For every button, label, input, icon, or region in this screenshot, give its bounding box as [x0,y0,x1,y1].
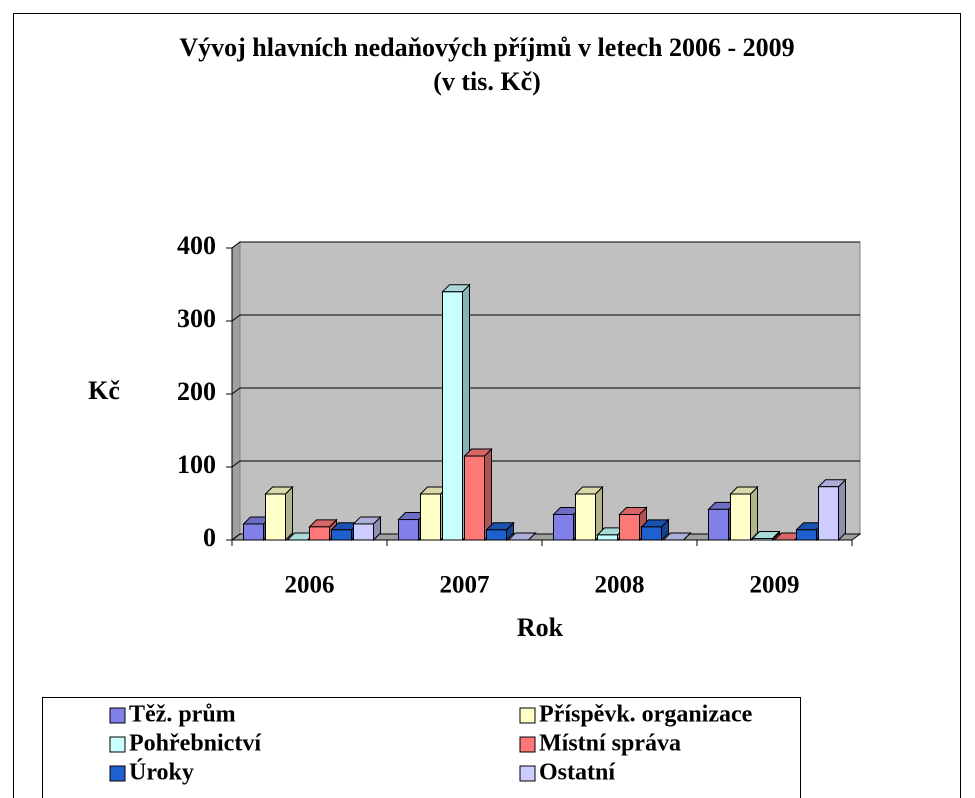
legend-label: Úroky [129,760,194,786]
legend-swatch [519,736,536,753]
x-axis-label: Rok [517,613,564,642]
bar-front [575,493,596,541]
x-tick-label: 2009 [750,572,800,599]
legend-label: Příspěvk. organizace [539,702,753,728]
bar-front [420,493,441,541]
bar-front [486,529,507,541]
bar-front [553,513,574,541]
grid-line [231,387,860,395]
legend-label: Těž. prům [129,702,236,728]
chart-subtitle: (v tis. Kč) [433,67,541,96]
legend-label: Pohřebnictví [129,731,261,757]
bar [640,518,670,542]
y-tick-label: 100 [177,450,216,479]
y-tick-label: 200 [177,377,216,406]
legend-swatch [109,736,126,753]
bar-front [243,523,264,541]
legend-swatch [109,707,126,724]
bar [574,485,604,542]
bar [463,447,493,542]
bar-front [818,486,839,541]
bar-side [838,478,846,542]
bar-front [796,529,817,541]
bar-front [398,519,419,541]
bar-front [597,534,618,541]
x-tick-label: 2006 [285,572,335,599]
bar-front [708,508,729,541]
bar [308,518,338,542]
bar-front [331,529,352,541]
bar-front [619,513,640,541]
bar-front [265,493,286,541]
legend-swatch [519,765,536,782]
y-axis-label: Kč [88,376,120,405]
bar-front [730,493,751,541]
bar-side [285,485,293,542]
legend-label: Místní správa [539,731,681,757]
grid-line [231,314,860,322]
bar [264,485,294,542]
bar [729,485,759,542]
grid-line [231,241,860,249]
bar-front [464,455,485,541]
bar-front [353,523,374,541]
y-tick-label: 300 [177,304,216,333]
bar [817,478,847,542]
bar-front [442,291,463,541]
bar [352,515,382,542]
legend-swatch [519,707,536,724]
bar-front [309,526,330,541]
x-tick-label: 2008 [595,572,645,599]
x-tick-label: 2007 [440,572,490,599]
chart-border [13,13,961,798]
grid-line [231,460,860,468]
bar [485,521,515,542]
legend-label: Ostatní [539,760,615,786]
legend-swatch [109,765,126,782]
bar-side [750,485,758,542]
chart-title: Vývoj hlavních nedaňových příjmů v letec… [179,33,794,62]
y-tick-label: 0 [203,523,216,552]
y-tick-label: 400 [177,231,216,260]
bar-front [641,526,662,541]
legend [42,697,801,798]
